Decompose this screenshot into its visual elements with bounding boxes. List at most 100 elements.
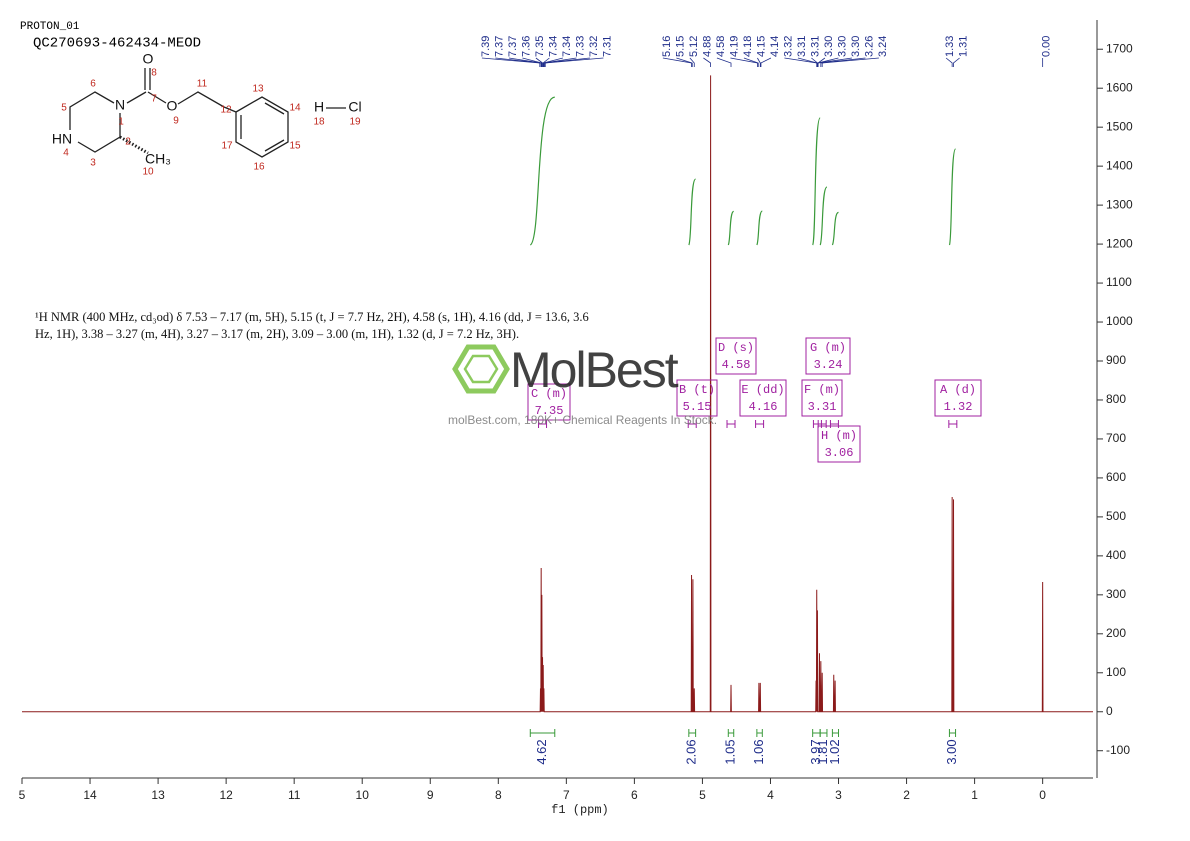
y-tick-label: 700 bbox=[1106, 431, 1126, 445]
peak-leader bbox=[945, 57, 953, 67]
peak-label: 5.15 bbox=[674, 36, 686, 57]
nmr-description: ¹H NMR (400 MHz, cd₃od) δ 7.53 – 7.17 (m… bbox=[35, 310, 589, 341]
multiplet-box bbox=[934, 379, 982, 417]
peak-label: 1.33 bbox=[944, 36, 956, 57]
spectrum-line bbox=[22, 75, 1093, 713]
peak-label: 7.36 bbox=[520, 36, 532, 57]
atom-label: Cl bbox=[348, 99, 361, 115]
peak-leader bbox=[730, 57, 758, 67]
peak-label: 4.14 bbox=[769, 36, 781, 57]
atom-number: 7 bbox=[151, 94, 157, 105]
peak-leader bbox=[543, 57, 577, 67]
multiplet-marker bbox=[687, 420, 697, 428]
multiplet-shift: 3.24 bbox=[814, 358, 843, 372]
x-tick-label: 8 bbox=[495, 788, 502, 802]
atom-label: N bbox=[115, 97, 125, 113]
multiplet-label: B (t) bbox=[679, 383, 715, 397]
y-tick-label: 1200 bbox=[1106, 236, 1133, 250]
multiplet-marker bbox=[817, 420, 827, 428]
integral-bar bbox=[819, 729, 828, 737]
y-tick-label: 1700 bbox=[1106, 41, 1133, 55]
y-tick-label: 900 bbox=[1106, 353, 1126, 367]
atom-number: 4 bbox=[63, 148, 69, 159]
peak-label: 7.35 bbox=[534, 36, 546, 57]
atom-label: HN bbox=[52, 131, 72, 147]
peak-leader bbox=[817, 57, 852, 67]
multiplet-box bbox=[676, 379, 718, 417]
x-axis-label: f1 (ppm) bbox=[551, 803, 609, 817]
peak-label: 5.16 bbox=[661, 36, 673, 57]
peak-leader bbox=[544, 57, 604, 67]
integral-label: 1.06 bbox=[751, 739, 766, 764]
peak-leader bbox=[757, 57, 761, 67]
atom-number: 9 bbox=[173, 116, 179, 127]
multiplet-shift: 4.58 bbox=[722, 358, 751, 372]
multiplet-label: D (s) bbox=[718, 341, 754, 355]
multiplet-label: F (m) bbox=[804, 383, 840, 397]
peak-leader bbox=[535, 57, 543, 67]
peak-leader bbox=[953, 57, 960, 67]
x-tick-label: 2 bbox=[903, 788, 910, 802]
peak-label: 3.32 bbox=[782, 36, 794, 57]
y-tick-label: 1400 bbox=[1106, 158, 1133, 172]
peak-leader bbox=[662, 57, 692, 67]
peak-leader bbox=[542, 57, 564, 67]
y-tick-label: 1000 bbox=[1106, 314, 1133, 328]
peak-label: 7.37 bbox=[507, 36, 519, 57]
atom-number: 5 bbox=[61, 103, 67, 114]
peak-label: 7.33 bbox=[574, 36, 586, 57]
x-tick-label: 4 bbox=[767, 788, 774, 802]
x-tick-label: 13 bbox=[151, 788, 165, 802]
x-tick-label: 0 bbox=[1039, 788, 1046, 802]
y-tick-label: 100 bbox=[1106, 665, 1126, 679]
bonds bbox=[69, 68, 346, 158]
peak-leader bbox=[522, 57, 543, 67]
logo-text: MolBest bbox=[510, 342, 679, 398]
integral-bar bbox=[831, 729, 840, 737]
multiplet-shift: 4.16 bbox=[749, 400, 778, 414]
x-tick-label: 11 bbox=[288, 788, 301, 802]
integral-bar bbox=[812, 729, 821, 737]
x-tick-label: 5 bbox=[699, 788, 706, 802]
multiplet-box bbox=[801, 379, 843, 417]
peak-leader bbox=[821, 57, 879, 67]
multiplet-marker bbox=[755, 420, 765, 428]
experiment-name: PROTON_01 bbox=[20, 21, 80, 33]
multiplet-marker bbox=[538, 420, 548, 428]
y-tick-label: 0 bbox=[1106, 704, 1113, 718]
multiplet-box bbox=[715, 337, 757, 375]
peak-leader bbox=[544, 57, 590, 67]
atom-number: 6 bbox=[90, 79, 96, 90]
peak-leader bbox=[743, 57, 759, 67]
peak-label: 3.30 bbox=[850, 36, 862, 57]
integral-curve bbox=[756, 210, 763, 246]
peak-leader bbox=[716, 57, 732, 67]
peak-leader bbox=[811, 57, 818, 67]
multiplet-box bbox=[527, 383, 571, 421]
peak-leader bbox=[820, 57, 866, 67]
integral-bar bbox=[529, 729, 556, 737]
atom-label: O bbox=[143, 51, 154, 67]
multiplet-shift: 5.15 bbox=[683, 400, 712, 414]
peak-label: 3.31 bbox=[796, 36, 808, 57]
x-tick-label: 3 bbox=[835, 788, 842, 802]
peak-label: 4.18 bbox=[742, 36, 754, 57]
atom-number: 18 bbox=[313, 117, 325, 128]
peak-label: 4.19 bbox=[728, 36, 740, 57]
peak-label: 4.58 bbox=[715, 36, 727, 57]
x-tick-label: 1 bbox=[971, 788, 978, 802]
peak-label: 3.30 bbox=[836, 36, 848, 57]
x-tick-label: 6 bbox=[631, 788, 638, 802]
integral-label: 4.62 bbox=[534, 739, 549, 764]
atom-label: H bbox=[314, 99, 324, 115]
multiplet-marker bbox=[726, 420, 736, 428]
peak-leader bbox=[689, 57, 695, 67]
atom-number: 1 bbox=[118, 117, 124, 128]
integral-curve bbox=[688, 178, 697, 246]
multiplet-label: A (d) bbox=[940, 383, 976, 397]
atom-number: 10 bbox=[142, 167, 154, 178]
multiplet-shift: 3.06 bbox=[825, 446, 854, 460]
x-tick-label: 10 bbox=[356, 788, 370, 802]
multiplet-shift: 1.32 bbox=[944, 400, 973, 414]
